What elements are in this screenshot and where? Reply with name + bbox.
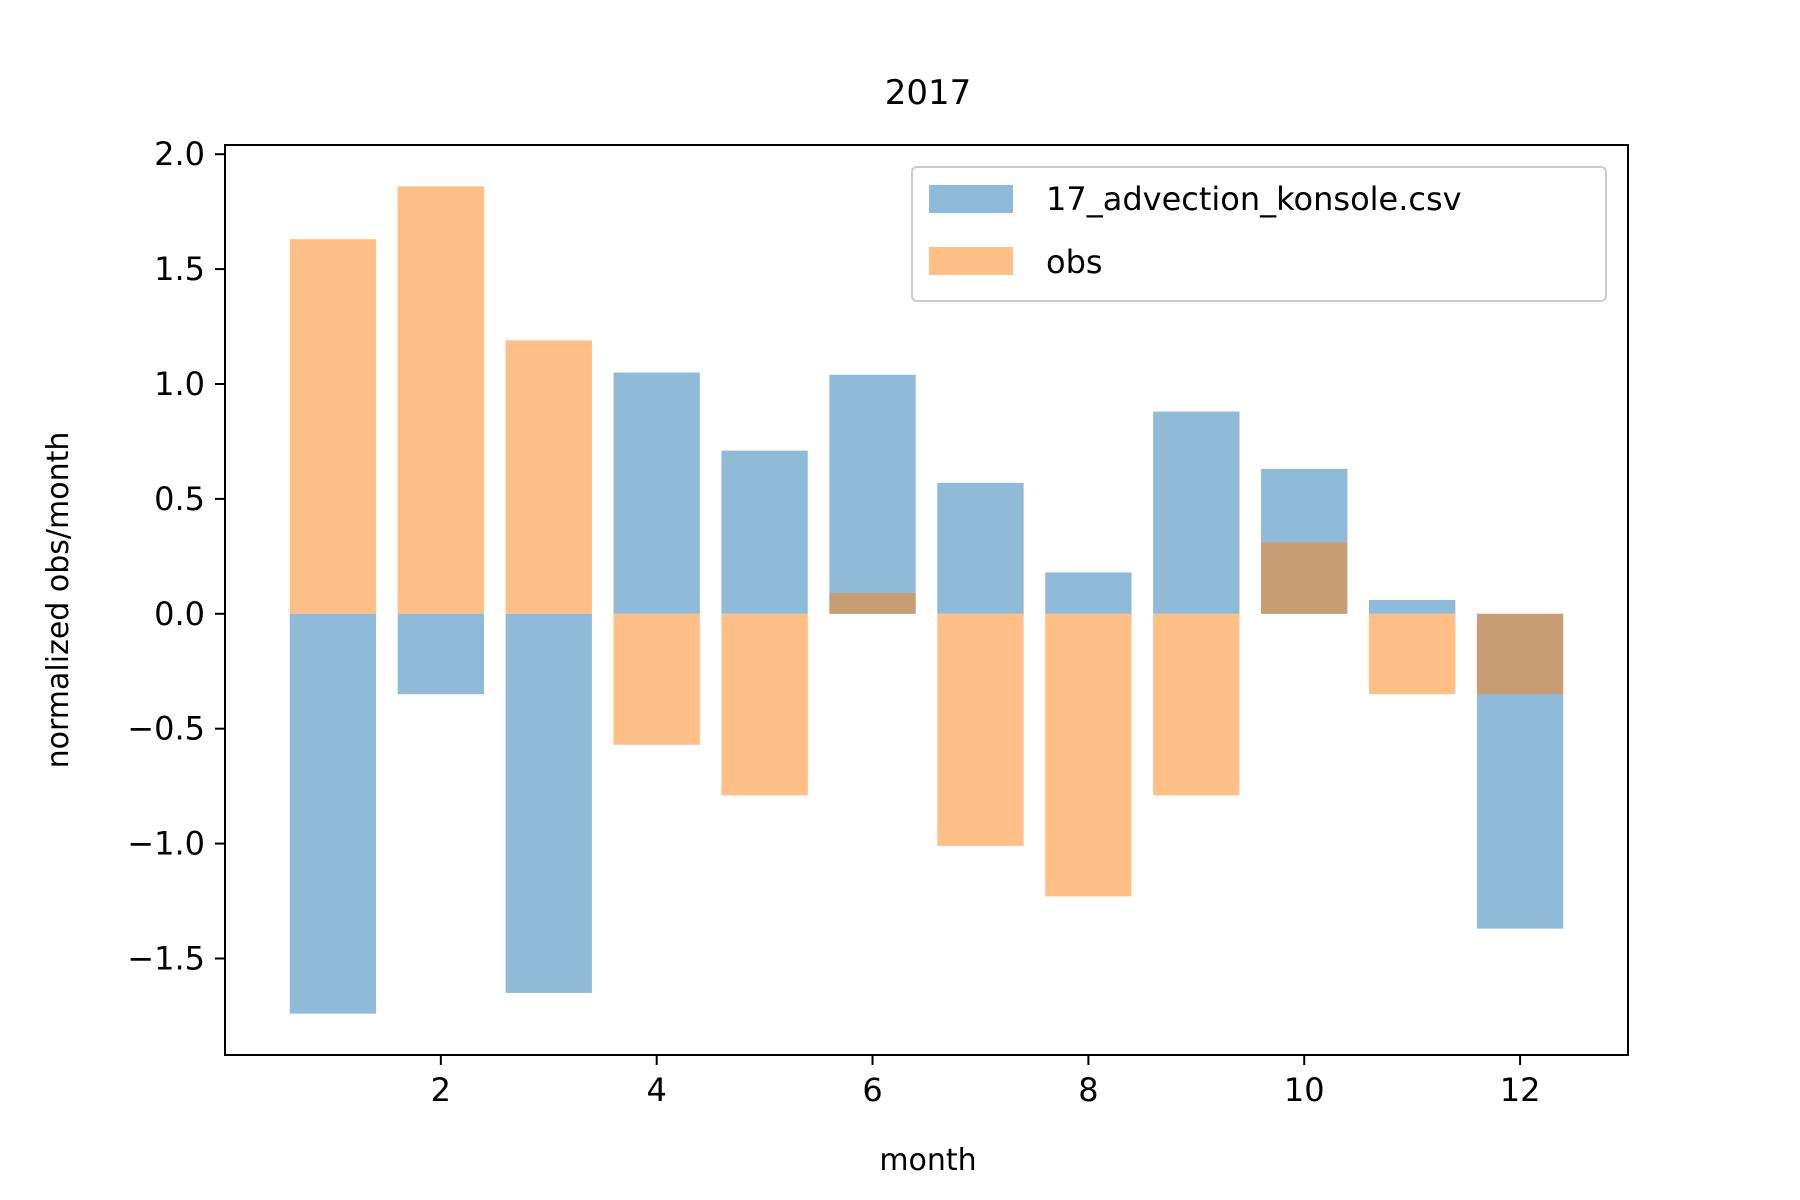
bar-advection-month-4	[613, 372, 700, 614]
bar-obs-month-3	[505, 340, 592, 614]
x-tick-label-6: 6	[862, 1071, 882, 1109]
bars-layer	[289, 186, 1564, 1014]
x-tick-label-4: 4	[647, 1071, 667, 1109]
x-tick-label-12: 12	[1500, 1071, 1541, 1109]
bar-obs-month-7	[937, 613, 1024, 846]
bar-advection-month-3	[505, 613, 592, 993]
x-tick-label-8: 8	[1078, 1071, 1098, 1109]
series-obs	[289, 186, 1564, 897]
legend-box	[911, 166, 1607, 302]
chart-title: 2017	[885, 73, 972, 113]
y-tick-label--1: −1.0	[127, 825, 205, 863]
ticks-layer: 2 4 6 8 10 12 −1.5 −1.0 −0.5 0.0 0.5 1.0 1.5 2.0	[127, 135, 1540, 1109]
plot-frame	[224, 144, 1629, 1056]
bar-advection-month-7	[937, 482, 1024, 614]
y-axis-label: normalized obs/month	[41, 432, 76, 769]
legend-label-obs: obs	[1046, 243, 1103, 281]
y-tick-label-1.5: 1.5	[154, 250, 205, 288]
bar-advection-month-11	[1368, 600, 1456, 614]
x-tick-label-2: 2	[431, 1071, 451, 1109]
x-axis-label: month	[879, 1143, 976, 1178]
bar-obs-month-5	[721, 613, 808, 796]
legend-swatch-obs	[929, 247, 1013, 275]
bar-obs-month-4	[613, 613, 700, 745]
y-tick-label--0.5: −0.5	[127, 710, 205, 748]
y-tick-label-0.5: 0.5	[154, 480, 205, 518]
bar-advection-month-1	[289, 613, 377, 1014]
y-tick-label-0: 0.0	[154, 595, 205, 633]
y-tick-label--1.5: −1.5	[127, 939, 205, 977]
bar-obs-month-12	[1476, 613, 1564, 695]
bar-obs-month-8	[1045, 613, 1132, 897]
bar-advection-month-9	[1153, 411, 1240, 614]
bar-obs-month-11	[1368, 613, 1456, 695]
bar-advection-month-2	[397, 613, 485, 695]
bar-obs-month-10	[1261, 542, 1348, 614]
x-tick-label-10: 10	[1284, 1071, 1325, 1109]
legend: 17_advection_konsole.csv obs	[911, 166, 1607, 302]
bar-advection-month-8	[1045, 572, 1132, 614]
bar-advection-month-6	[829, 374, 916, 614]
y-tick-label-2: 2.0	[154, 135, 205, 173]
series-advection	[289, 372, 1564, 1014]
legend-label-advection: 17_advection_konsole.csv	[1046, 180, 1462, 218]
bar-advection-month-5	[721, 450, 808, 614]
bar-obs-month-9	[1153, 613, 1240, 796]
y-tick-label-1: 1.0	[154, 365, 205, 403]
bar-obs-month-1	[289, 239, 377, 614]
bar-obs-month-2	[397, 186, 485, 614]
bar-obs-month-6	[829, 593, 916, 614]
legend-swatch-advection	[929, 185, 1013, 213]
